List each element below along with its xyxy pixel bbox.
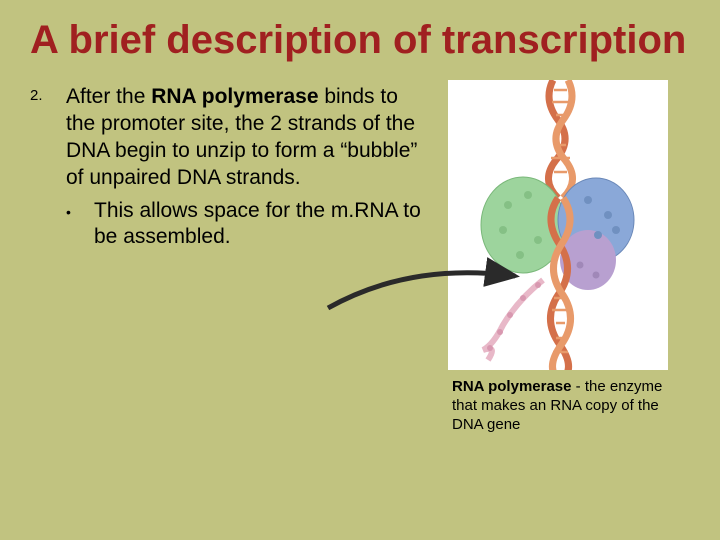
- text-column: 2. After the RNA polymerase binds to the…: [30, 84, 430, 251]
- slide-title: A brief description of transcription: [30, 18, 690, 62]
- image-column: RNA polymerase - the enzyme that makes a…: [448, 84, 683, 434]
- sub-body: This allows space for the m.RNA to be as…: [94, 198, 430, 252]
- list-item-2: 2. After the RNA polymerase binds to the…: [30, 84, 430, 192]
- bullet-marker: •: [66, 198, 76, 252]
- list-body: After the RNA polymerase binds to the pr…: [66, 84, 430, 192]
- body-bold: RNA polymerase: [151, 85, 318, 108]
- list-number: 2.: [30, 84, 52, 192]
- body-prefix: After the: [66, 85, 151, 108]
- sub-item: • This allows space for the m.RNA to be …: [66, 198, 430, 252]
- rna-polymerase-figure: [448, 80, 668, 370]
- caption-bold: RNA polymerase: [452, 378, 572, 395]
- molecule-illustration: [448, 80, 668, 370]
- figure-caption: RNA polymerase - the enzyme that makes a…: [448, 378, 683, 434]
- content-row: 2. After the RNA polymerase binds to the…: [30, 84, 690, 434]
